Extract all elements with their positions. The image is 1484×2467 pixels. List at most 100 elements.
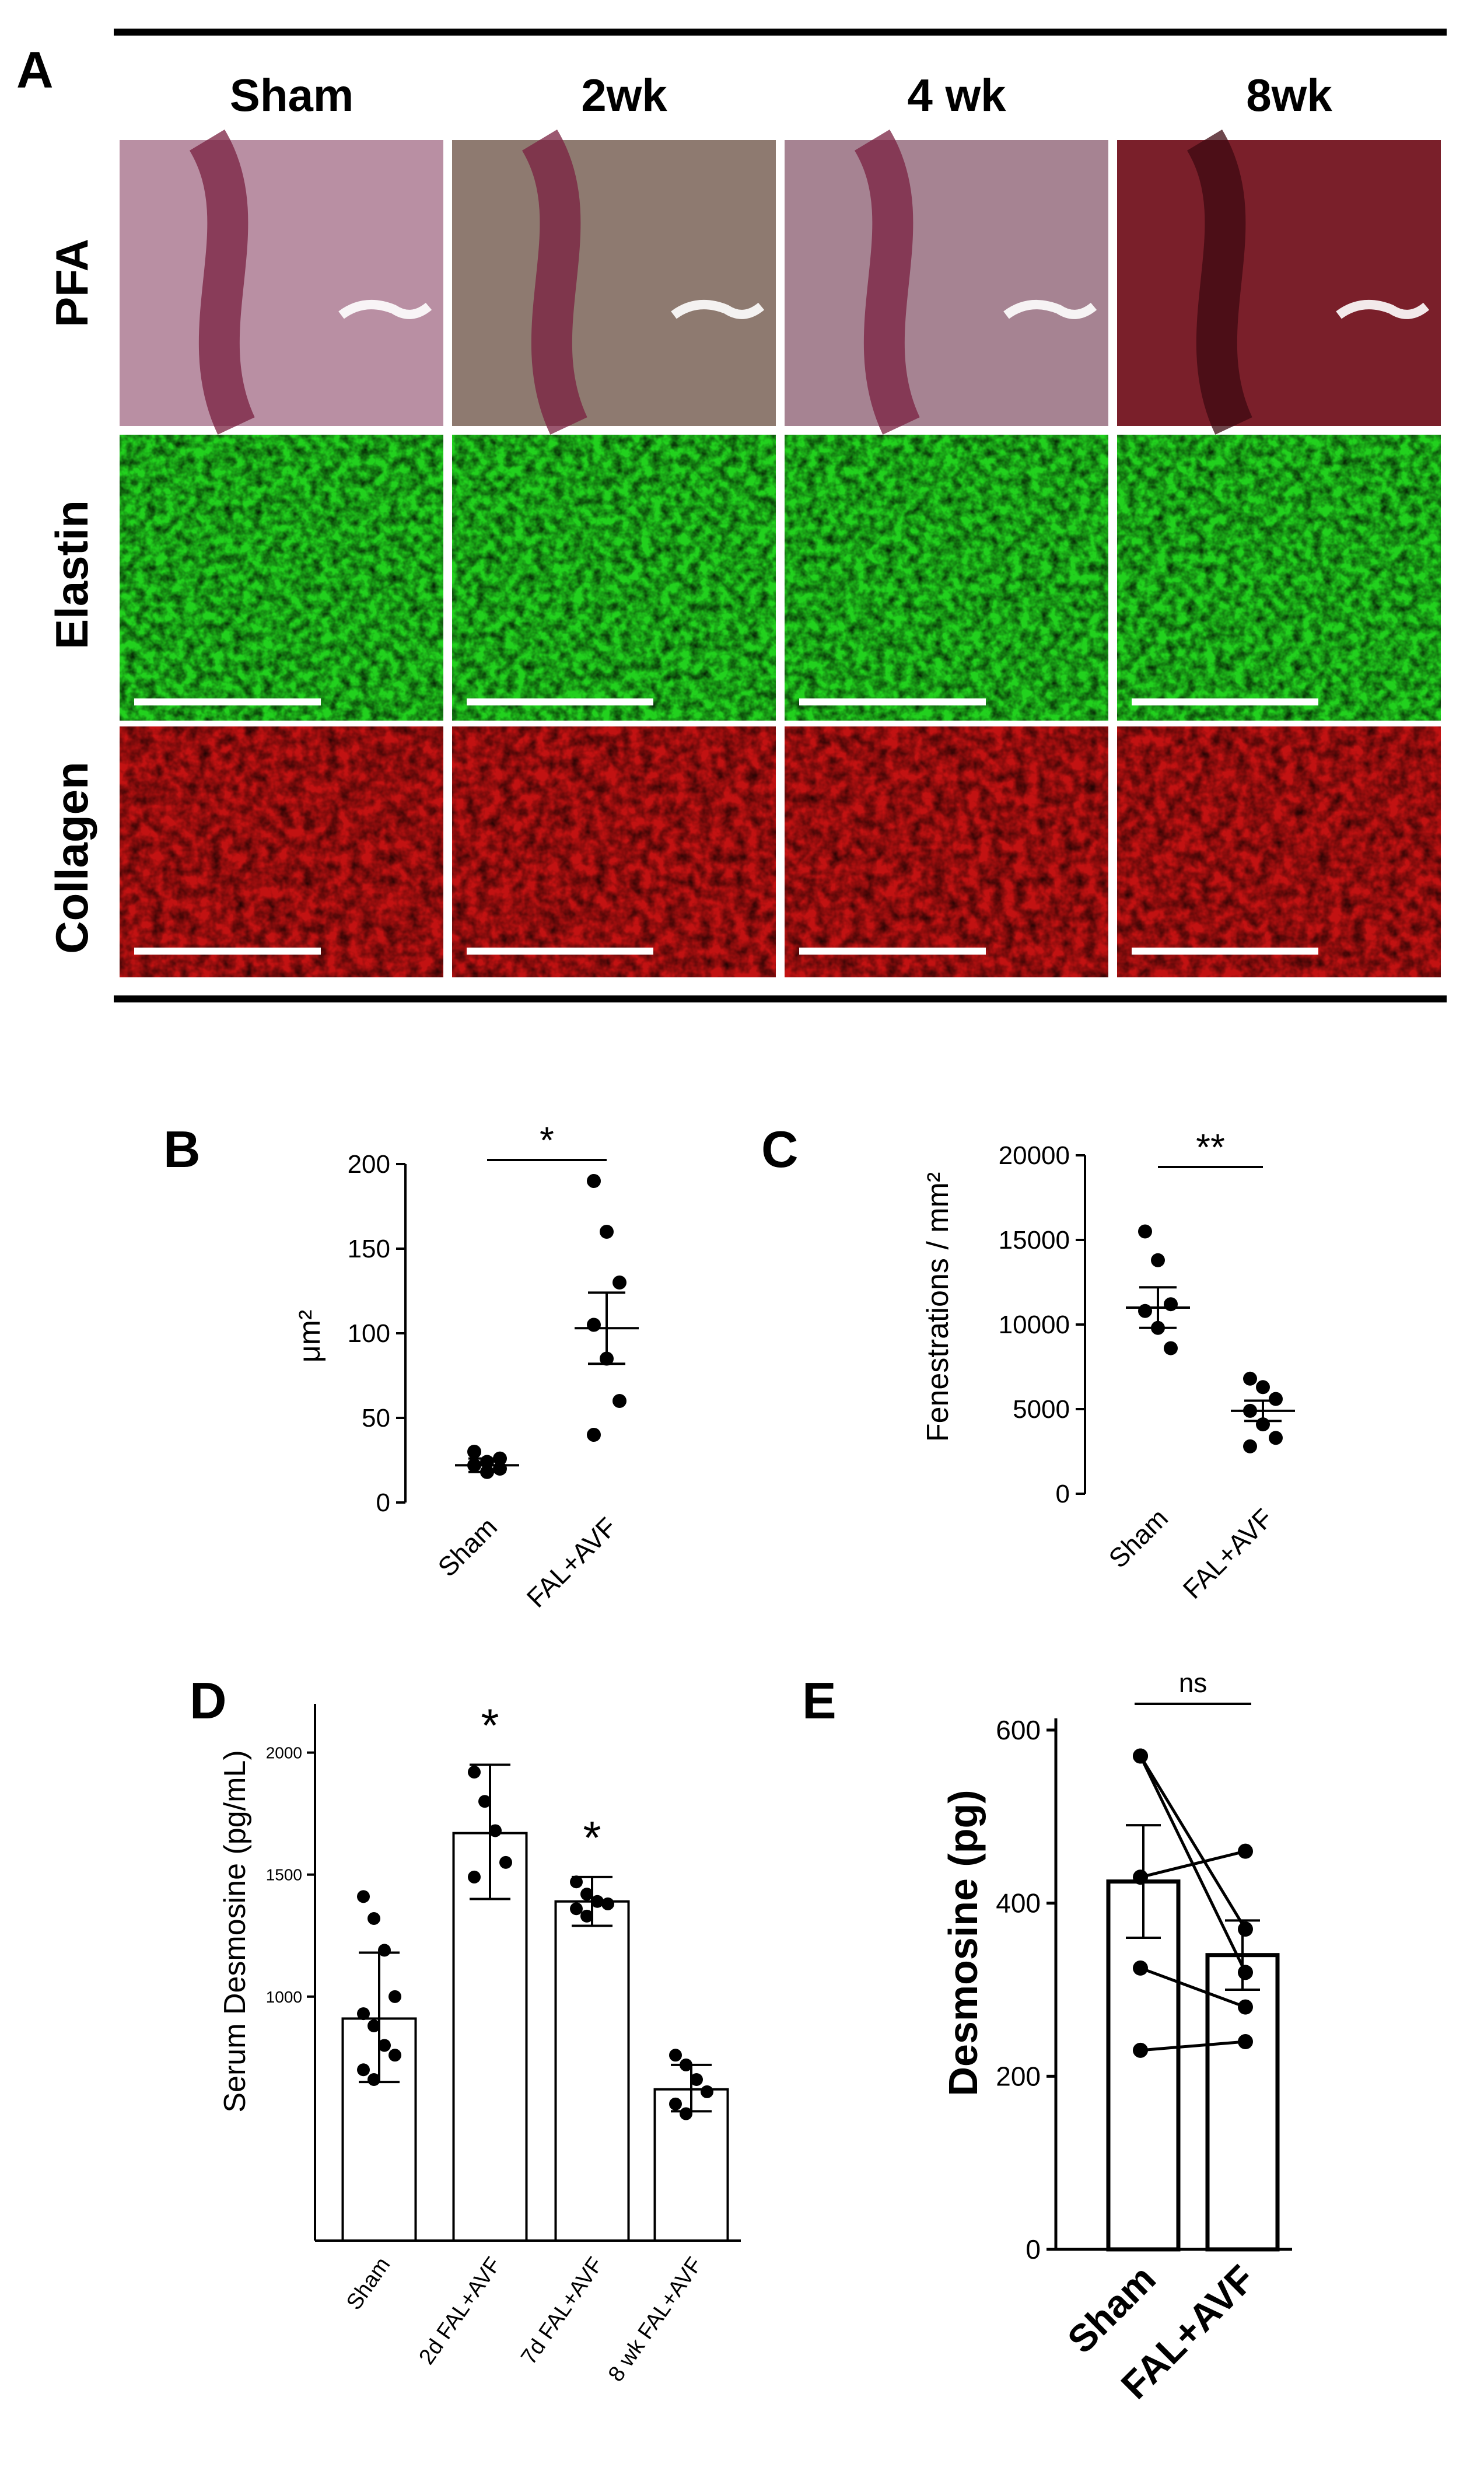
data-point — [587, 1318, 601, 1332]
data-point — [587, 1428, 601, 1442]
elastin-texture — [785, 435, 1108, 721]
pair-line — [1140, 2040, 1246, 2052]
row-label-pfa: PFA — [46, 239, 97, 327]
pair-line — [1139, 1755, 1247, 1973]
x-category-label: FAL+AVF — [521, 1511, 622, 1613]
panel-c-chart: 0 5000 10000 15000 20000 Sham FAL+AVF ** — [999, 1126, 1295, 1605]
y-tick-label: 1000 — [266, 1988, 302, 2006]
data-point — [612, 1394, 626, 1408]
x-category-label: 8 wk FAL+AVF — [604, 2253, 708, 2386]
significance-label: ** — [1196, 1126, 1225, 1168]
y-tick-label: 600 — [996, 1715, 1041, 1745]
y-tick-label: 100 — [348, 1319, 390, 1348]
pfa-image-8wk — [1117, 140, 1441, 426]
panel-letter-c: C — [761, 1120, 799, 1178]
panel-b: B μm² 0 50 100 150 200 Sham FAL+AVF * — [163, 1119, 639, 1613]
pfa-image-4wk — [785, 140, 1108, 426]
data-point — [1164, 1297, 1178, 1312]
data-point — [591, 1895, 604, 1908]
x-category-label: 2d FAL+AVF — [414, 2253, 506, 2369]
glare-highlight — [338, 300, 432, 319]
pfa-image-sham — [120, 140, 443, 426]
panel-c-ylabel: Fenestrations / mm² — [921, 1172, 955, 1442]
data-point — [378, 2039, 391, 2052]
data-point — [1243, 1371, 1257, 1386]
data-point — [388, 2049, 401, 2062]
data-point — [1133, 1870, 1148, 1885]
data-point — [1151, 1253, 1165, 1267]
data-point — [690, 2073, 703, 2086]
panel-letter-e: E — [802, 1672, 836, 1729]
row-label-elastin: Elastin — [46, 500, 97, 649]
data-point — [669, 2097, 682, 2110]
collagen-texture — [1117, 726, 1441, 977]
data-point — [1256, 1380, 1270, 1395]
y-tick-label: 2000 — [266, 1744, 302, 1762]
data-point — [489, 1824, 502, 1837]
column-label-sham: Sham — [230, 69, 354, 121]
data-point — [612, 1276, 626, 1290]
data-point — [1238, 1999, 1253, 2015]
data-point — [357, 2007, 370, 2021]
elastin-texture — [452, 435, 776, 721]
data-point — [1238, 1921, 1253, 1937]
panel-e-ylabel: Desmosine (pg) — [940, 1790, 986, 2096]
collagen-texture — [120, 726, 443, 977]
data-point — [1269, 1431, 1283, 1445]
y-tick-label: 400 — [996, 1888, 1041, 1919]
data-point — [468, 1766, 481, 1779]
row-label-collagen: Collagen — [46, 761, 97, 953]
data-point — [1138, 1224, 1152, 1239]
data-point — [1243, 1439, 1257, 1453]
data-point — [580, 1888, 593, 1901]
y-tick-label: 200 — [996, 2061, 1041, 2091]
bar — [452, 1832, 528, 2242]
y-tick-label: 200 — [348, 1150, 390, 1179]
column-label-4wk: 4 wk — [907, 69, 1006, 121]
vessel-shape — [522, 130, 588, 435]
data-point — [368, 2073, 380, 2086]
bar — [1205, 1953, 1280, 2252]
data-point — [468, 1870, 481, 1884]
data-point — [1269, 1392, 1283, 1406]
data-point — [1164, 1341, 1178, 1355]
y-tick-label: 50 — [362, 1404, 390, 1432]
data-point — [493, 1462, 507, 1476]
data-point — [570, 1875, 583, 1889]
column-label-8wk: 8wk — [1246, 69, 1332, 121]
panel-a: A Sham 2wk 4 wk 8wk PFA Elastin Collagen — [16, 29, 1447, 1002]
data-point — [680, 2058, 692, 2071]
pfa-image-2wk — [452, 140, 776, 426]
significance-label: ns — [1179, 1668, 1208, 1698]
collagen-texture — [452, 726, 776, 977]
panel-d: D Serum Desmosine (pg/mL) 1000 1500 2000 Sh… — [190, 1672, 741, 2386]
bar — [1106, 1879, 1181, 2252]
x-category-label: 7d FAL+AVF — [516, 2253, 608, 2369]
y-tick-label: 5000 — [1013, 1395, 1070, 1424]
data-point — [1133, 2042, 1148, 2058]
panel-letter-a: A — [16, 41, 54, 99]
significance-label: * — [481, 1700, 499, 1752]
pair-line — [1139, 1755, 1247, 1930]
data-point — [600, 1225, 614, 1239]
data-point — [1138, 1304, 1152, 1318]
data-point — [368, 2019, 380, 2032]
panel-d-ylabel: Serum Desmosine (pg/mL) — [218, 1750, 252, 2112]
data-point — [1133, 1748, 1148, 1764]
data-point — [357, 2063, 370, 2077]
data-point — [1133, 1960, 1148, 1976]
x-category-label: Sham — [432, 1511, 503, 1582]
y-tick-label: 1500 — [266, 1866, 302, 1884]
y-tick-label: 10000 — [999, 1311, 1070, 1339]
elastin-texture — [120, 435, 443, 721]
data-point — [680, 2107, 692, 2120]
data-point — [580, 1909, 593, 1923]
x-category-label: Sham — [342, 2253, 395, 2314]
collagen-texture — [785, 726, 1108, 977]
glare-highlight — [1336, 300, 1430, 319]
panel-letter-d: D — [190, 1672, 227, 1729]
panel-letter-b: B — [163, 1120, 201, 1178]
